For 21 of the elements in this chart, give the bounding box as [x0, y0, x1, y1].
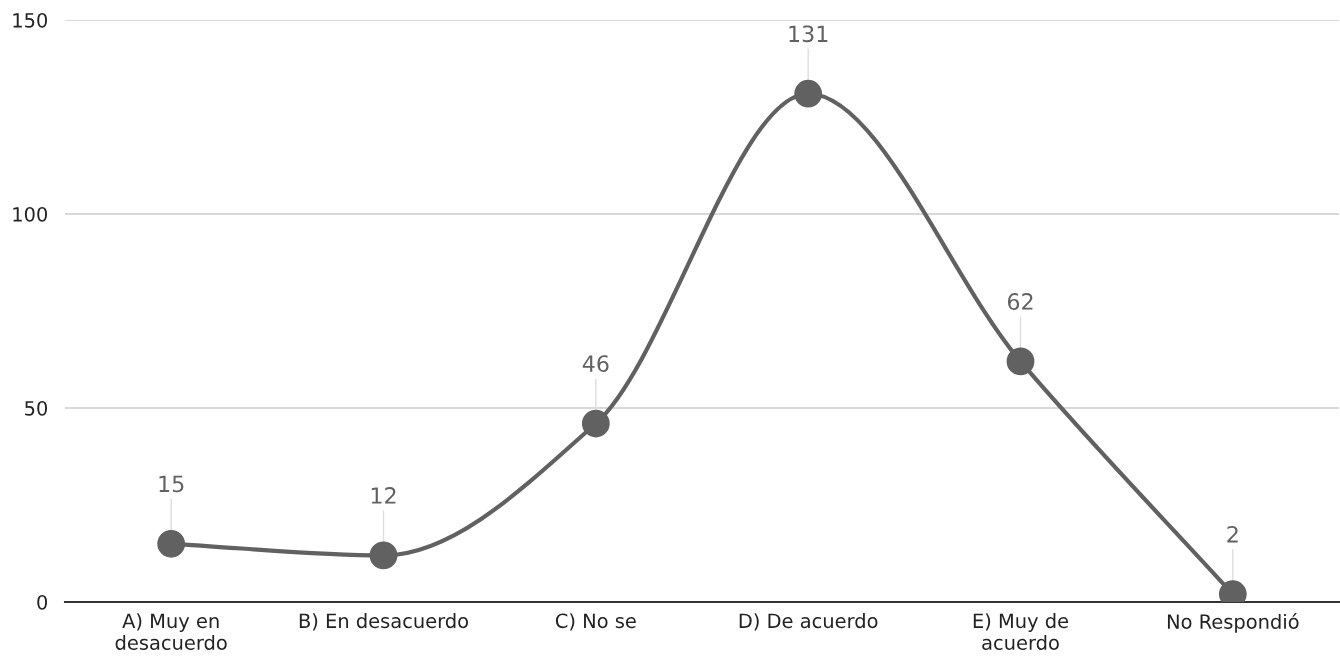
- x-tick-label: C) No se: [555, 613, 636, 631]
- data-label: 15: [159, 475, 184, 493]
- point: [581, 409, 610, 438]
- y-tick-label: 50: [25, 400, 48, 416]
- x-tick-label: A) Muy en desacuerdo: [115, 613, 227, 650]
- data-label: 12: [371, 487, 396, 504]
- point: [794, 79, 823, 108]
- x-tick-label: E) Muy de acuerdo: [973, 613, 1069, 650]
- data-label: 46: [582, 355, 609, 372]
- data-label: 62: [1007, 293, 1033, 310]
- x-tick-label: B) En desacuerdo: [299, 613, 468, 631]
- point: [157, 529, 186, 558]
- y-tick-label: 100: [13, 206, 48, 222]
- data-label: 2: [1227, 525, 1238, 543]
- point: [369, 541, 398, 570]
- data-label: 131: [789, 25, 828, 43]
- y-tick-label: 150: [13, 12, 48, 28]
- y-tick-label: 0: [37, 594, 48, 610]
- x-tick-label: No Respondió: [1167, 613, 1299, 633]
- point: [1006, 347, 1035, 376]
- x-tick-label: D) De acuerdo: [739, 613, 878, 631]
